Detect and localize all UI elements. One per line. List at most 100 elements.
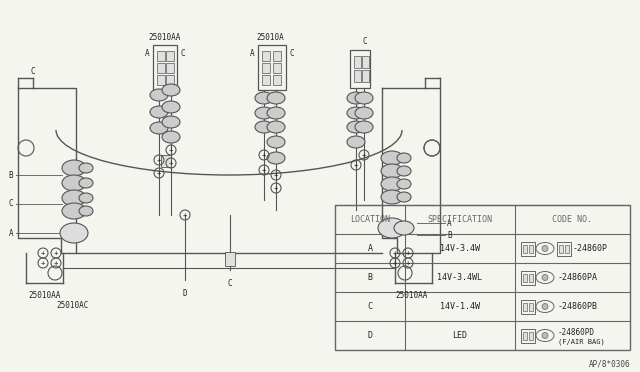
Ellipse shape — [355, 121, 373, 133]
Bar — [523, 273, 527, 282]
Ellipse shape — [255, 121, 273, 133]
Ellipse shape — [378, 218, 406, 238]
Text: +: + — [354, 162, 358, 168]
Text: 25010AA: 25010AA — [29, 292, 61, 301]
Ellipse shape — [381, 190, 403, 204]
Bar — [557, 241, 571, 256]
Bar — [350, 50, 370, 88]
Text: -24860PA: -24860PA — [558, 273, 598, 282]
Text: +: + — [54, 260, 58, 266]
Text: (F/AIR BAG): (F/AIR BAG) — [558, 338, 605, 345]
Bar — [529, 302, 533, 311]
Ellipse shape — [162, 116, 180, 128]
Bar — [166, 75, 174, 85]
Text: +: + — [262, 152, 266, 158]
Ellipse shape — [79, 193, 93, 203]
Bar — [362, 70, 369, 82]
Text: -24860PD: -24860PD — [558, 328, 595, 337]
Ellipse shape — [62, 175, 86, 191]
Bar — [559, 244, 563, 253]
Ellipse shape — [267, 107, 285, 119]
Text: C: C — [290, 48, 294, 58]
Bar — [521, 241, 535, 256]
Text: C: C — [180, 48, 186, 58]
Text: +: + — [169, 160, 173, 166]
Bar — [335, 205, 630, 350]
Text: A: A — [367, 244, 372, 253]
Ellipse shape — [150, 122, 168, 134]
Bar — [362, 56, 369, 68]
Text: +: + — [262, 167, 266, 173]
Bar — [523, 331, 527, 340]
Text: AP/8*0306: AP/8*0306 — [588, 359, 630, 369]
Bar — [529, 244, 533, 253]
Text: B: B — [8, 170, 13, 180]
Ellipse shape — [162, 84, 180, 96]
Text: +: + — [274, 172, 278, 178]
Text: -24860P: -24860P — [573, 244, 608, 253]
Bar — [262, 63, 270, 73]
Text: LED: LED — [452, 331, 467, 340]
Text: +: + — [362, 152, 366, 158]
Text: A: A — [8, 228, 13, 237]
Text: 25010AC: 25010AC — [57, 301, 89, 310]
Ellipse shape — [397, 192, 411, 202]
Text: +: + — [406, 260, 410, 266]
Bar — [354, 70, 361, 82]
Bar — [166, 51, 174, 61]
Text: +: + — [157, 157, 161, 163]
Text: D: D — [367, 331, 372, 340]
Text: A: A — [145, 48, 149, 58]
Circle shape — [542, 304, 548, 310]
Bar — [273, 63, 281, 73]
Text: +: + — [183, 212, 187, 218]
Bar — [529, 273, 533, 282]
Ellipse shape — [381, 164, 403, 178]
Ellipse shape — [347, 121, 365, 133]
Bar — [262, 75, 270, 85]
Text: CODE NO.: CODE NO. — [552, 215, 593, 224]
Text: A: A — [250, 48, 254, 58]
Ellipse shape — [255, 92, 273, 104]
Text: D: D — [182, 289, 188, 298]
Text: 25010AA: 25010AA — [396, 292, 428, 301]
Ellipse shape — [162, 131, 180, 143]
Bar — [157, 51, 165, 61]
Circle shape — [542, 333, 548, 339]
Ellipse shape — [62, 190, 86, 206]
Text: +: + — [157, 170, 161, 176]
Text: SPECIFICATION: SPECIFICATION — [428, 215, 493, 224]
Text: +: + — [274, 185, 278, 191]
Bar — [523, 302, 527, 311]
Bar — [565, 244, 569, 253]
Ellipse shape — [267, 92, 285, 104]
Bar — [273, 51, 281, 61]
Bar — [354, 56, 361, 68]
Text: 25010A: 25010A — [256, 32, 284, 42]
Text: C: C — [8, 199, 13, 208]
Ellipse shape — [150, 106, 168, 118]
Text: +: + — [393, 260, 397, 266]
Text: +: + — [54, 250, 58, 256]
Bar — [166, 63, 174, 73]
Text: C: C — [363, 38, 367, 46]
Bar — [521, 270, 535, 285]
Ellipse shape — [381, 177, 403, 191]
Text: -24860PB: -24860PB — [558, 302, 598, 311]
Ellipse shape — [355, 107, 373, 119]
Bar — [157, 63, 165, 73]
Ellipse shape — [355, 92, 373, 104]
Text: 14V-3.4WL: 14V-3.4WL — [438, 273, 483, 282]
Bar — [153, 45, 177, 90]
Ellipse shape — [267, 121, 285, 133]
Ellipse shape — [62, 160, 86, 176]
Text: A: A — [447, 218, 452, 228]
Bar — [521, 328, 535, 343]
Text: +: + — [169, 147, 173, 153]
Ellipse shape — [347, 92, 365, 104]
Ellipse shape — [267, 152, 285, 164]
Ellipse shape — [255, 107, 273, 119]
Ellipse shape — [79, 206, 93, 216]
Text: B: B — [367, 273, 372, 282]
Bar — [258, 45, 286, 90]
